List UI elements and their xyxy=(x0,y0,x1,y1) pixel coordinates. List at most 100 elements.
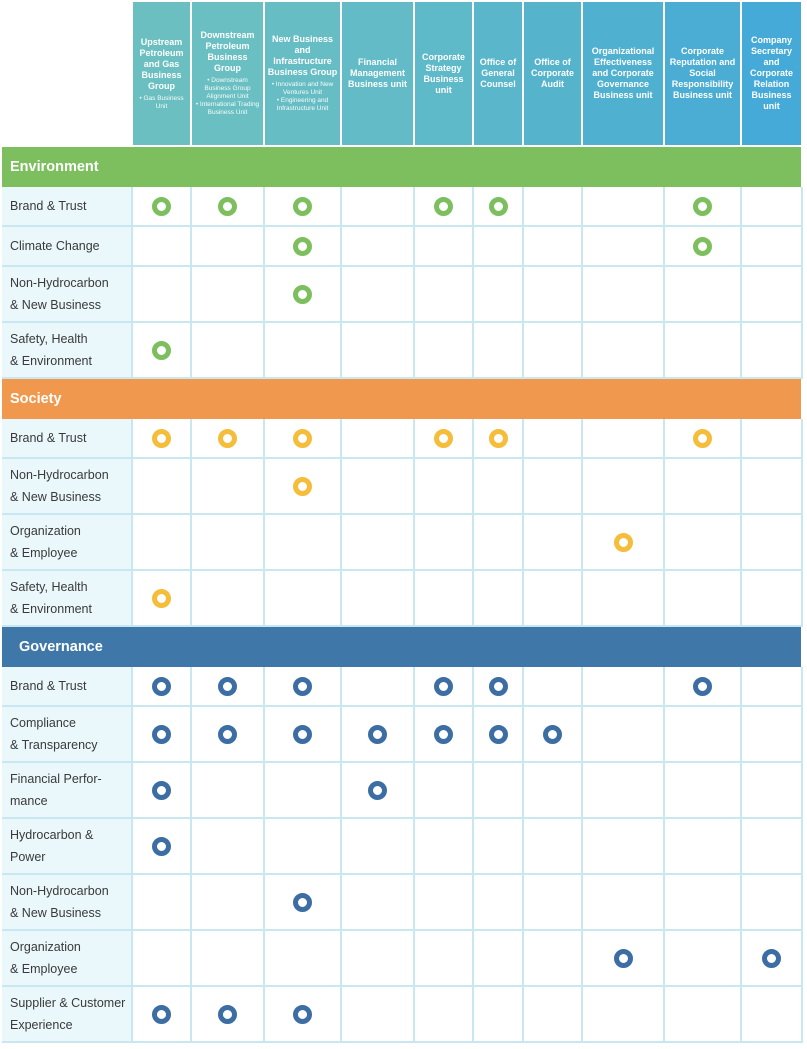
row-label-text: Organization & Employee xyxy=(10,524,81,560)
relevance-marker xyxy=(488,196,508,216)
matrix-cell xyxy=(583,571,663,625)
row-label: Brand & Trust xyxy=(2,187,131,225)
matrix-cell xyxy=(583,227,663,265)
row-divider xyxy=(2,513,801,515)
column-divider xyxy=(663,419,665,627)
relevance-marker xyxy=(368,724,387,744)
matrix-cell xyxy=(524,875,581,929)
matrix-cell xyxy=(342,419,413,457)
matrix-cell xyxy=(474,875,522,929)
matrix-cell xyxy=(415,227,472,265)
matrix-cell xyxy=(665,931,740,985)
matrix-cell xyxy=(524,819,581,873)
row-label: Brand & Trust xyxy=(2,419,131,457)
column-divider xyxy=(522,419,524,627)
row-divider xyxy=(2,761,801,763)
relevance-marker xyxy=(152,780,171,800)
matrix-cell xyxy=(415,987,472,1041)
matrix-cell xyxy=(474,323,522,377)
matrix-cell xyxy=(415,763,472,817)
column-divider xyxy=(740,419,742,627)
row-label: Organization & Employee xyxy=(2,931,131,985)
matrix-cell xyxy=(192,227,263,265)
column-header: Downstream Petroleum Business Group • Dow… xyxy=(192,2,263,145)
relevance-marker xyxy=(434,196,453,216)
matrix-cell xyxy=(342,515,413,569)
matrix-cell xyxy=(415,323,472,377)
matrix-cell xyxy=(192,267,263,321)
matrix-cell xyxy=(742,763,801,817)
matrix-cell xyxy=(342,987,413,1041)
matrix-cell xyxy=(474,459,522,513)
matrix-cell xyxy=(665,459,740,513)
relevance-marker xyxy=(434,428,453,448)
row-label-text: Organization & Employee xyxy=(10,940,81,976)
matrix-cell xyxy=(665,707,740,761)
row-divider xyxy=(2,457,801,459)
row-divider xyxy=(2,929,801,931)
matrix-cell xyxy=(133,459,190,513)
row-label-text: Brand & Trust xyxy=(10,679,87,693)
relevance-marker xyxy=(152,676,171,696)
matrix-cell xyxy=(133,267,190,321)
matrix-cell xyxy=(265,323,340,377)
column-title: New Business and Infrastructure Business… xyxy=(267,34,338,77)
row-label: Non-Hydrocarbon & New Business xyxy=(2,875,131,929)
column-header: Corporate Reputation and Social Responsi… xyxy=(665,2,740,145)
column-divider xyxy=(190,419,192,627)
matrix-cell xyxy=(742,323,801,377)
matrix-cell xyxy=(342,227,413,265)
matrix-cell xyxy=(583,707,663,761)
matrix-cell xyxy=(265,819,340,873)
matrix-cell xyxy=(192,931,263,985)
row-label-text: Brand & Trust xyxy=(10,431,87,445)
column-divider xyxy=(340,187,342,379)
column-divider xyxy=(522,187,524,379)
matrix-cell xyxy=(583,419,663,457)
matrix-cell xyxy=(524,187,581,225)
matrix-cell xyxy=(415,515,472,569)
matrix-cell xyxy=(192,819,263,873)
row-divider xyxy=(2,265,801,267)
column-title: Organizational Effectiveness and Corpora… xyxy=(591,46,655,100)
column-divider xyxy=(413,667,415,1043)
matrix-cell xyxy=(583,875,663,929)
matrix-cell xyxy=(665,267,740,321)
matrix-cell xyxy=(265,515,340,569)
row-label-text: Supplier & Customer Experience xyxy=(10,996,126,1032)
row-divider xyxy=(2,705,801,707)
matrix-cell xyxy=(524,459,581,513)
row-divider xyxy=(2,225,801,227)
column-divider xyxy=(472,419,474,627)
matrix-cell xyxy=(742,707,801,761)
matrix-cell xyxy=(665,571,740,625)
matrix-cell xyxy=(342,267,413,321)
matrix-cell xyxy=(133,931,190,985)
row-divider xyxy=(2,873,801,875)
matrix-cell xyxy=(133,875,190,929)
relevance-marker xyxy=(152,724,171,744)
column-divider xyxy=(263,667,265,1043)
row-label-text: Financial Perfor- mance xyxy=(10,772,102,808)
relevance-marker xyxy=(693,428,712,448)
relevance-marker xyxy=(152,1004,171,1024)
row-label: Supplier & Customer Experience xyxy=(2,987,131,1041)
matrix-cell xyxy=(583,323,663,377)
relevance-marker xyxy=(218,196,237,216)
matrix-cell xyxy=(524,571,581,625)
column-divider xyxy=(190,667,192,1043)
column-divider xyxy=(740,187,742,379)
column-divider xyxy=(263,419,265,627)
relevance-marker xyxy=(434,676,453,696)
matrix-cell xyxy=(474,931,522,985)
matrix-cell xyxy=(133,227,190,265)
relevance-marker xyxy=(293,1004,312,1024)
relevance-marker xyxy=(293,428,312,448)
row-label: Safety, Health & Environment xyxy=(2,323,131,377)
matrix-cell xyxy=(742,459,801,513)
relevance-marker xyxy=(762,948,781,968)
matrix-cell xyxy=(583,459,663,513)
matrix-cell xyxy=(742,571,801,625)
section-header-environment: Environment xyxy=(2,147,801,187)
matrix-cell xyxy=(133,515,190,569)
